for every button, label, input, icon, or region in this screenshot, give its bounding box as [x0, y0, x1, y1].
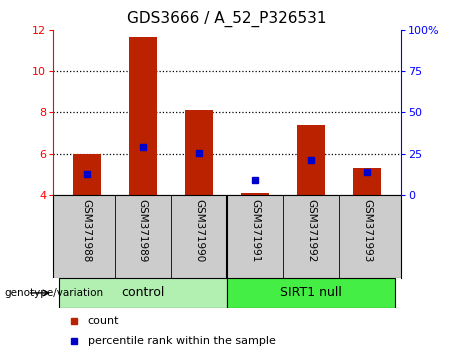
Text: GSM371988: GSM371988 — [82, 199, 92, 262]
Text: genotype/variation: genotype/variation — [5, 288, 104, 298]
Bar — [241, 193, 269, 195]
Text: GSM371993: GSM371993 — [362, 199, 372, 262]
Text: GSM371990: GSM371990 — [194, 199, 204, 262]
Title: GDS3666 / A_52_P326531: GDS3666 / A_52_P326531 — [127, 11, 327, 27]
Text: percentile rank within the sample: percentile rank within the sample — [88, 336, 276, 346]
Text: SIRT1 null: SIRT1 null — [280, 286, 342, 299]
Text: GSM371992: GSM371992 — [306, 199, 316, 262]
Bar — [73, 154, 101, 195]
Bar — [227, 278, 396, 308]
Bar — [297, 125, 325, 195]
Text: control: control — [121, 286, 165, 299]
Text: GSM371989: GSM371989 — [138, 199, 148, 262]
Bar — [59, 278, 227, 308]
Bar — [185, 110, 213, 195]
Bar — [129, 37, 157, 195]
Text: count: count — [88, 316, 119, 326]
Text: GSM371991: GSM371991 — [250, 199, 260, 262]
Bar — [353, 168, 381, 195]
